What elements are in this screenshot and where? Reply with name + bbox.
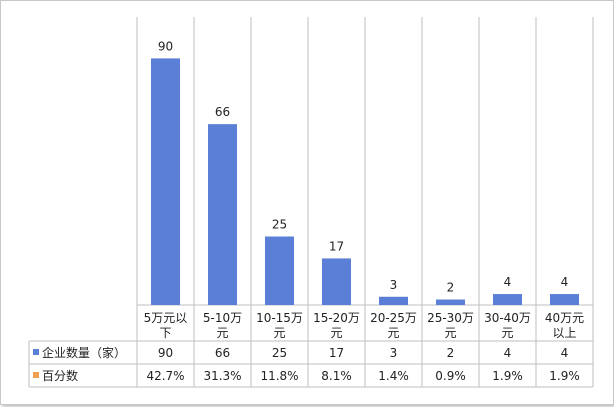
- category-label: 15-20万: [313, 311, 360, 325]
- category-label: 元: [330, 326, 342, 340]
- legend-swatch: [33, 372, 39, 378]
- category-label: 元: [501, 326, 513, 340]
- table-cell: 31.3%: [203, 369, 241, 383]
- table-cell: 1.4%: [378, 369, 409, 383]
- bar: [265, 236, 294, 305]
- category-label: 元: [444, 326, 456, 340]
- category-label: 元: [387, 326, 399, 340]
- bar-data-label: 25: [272, 218, 287, 232]
- bar: [436, 299, 465, 305]
- data-label-group: 90 66 25 17 3 2 4 4: [158, 39, 568, 294]
- category-label: 元: [273, 326, 285, 340]
- bar-data-label: 66: [215, 105, 230, 119]
- legend-swatch: [33, 349, 39, 355]
- table-cell: 4: [504, 346, 512, 360]
- legend-label: 企业数量（家）: [42, 345, 126, 360]
- table-cell: 4: [561, 346, 569, 360]
- table-cell: 11.8%: [260, 369, 298, 383]
- bar: [379, 296, 408, 305]
- bar: [151, 58, 180, 306]
- category-label: 25-30万: [427, 311, 474, 325]
- bar-group: [151, 58, 579, 306]
- table-cell: 42.7%: [146, 369, 184, 383]
- table-cell: 25: [272, 346, 287, 360]
- bar-data-label: 90: [158, 39, 173, 53]
- table-cell: 0.9%: [435, 369, 466, 383]
- category-label: 下: [159, 326, 171, 340]
- bar-data-label: 17: [329, 239, 344, 253]
- category-label: 40万元: [545, 311, 584, 325]
- category-label: 以上: [552, 326, 576, 340]
- bar-data-label: 2: [447, 281, 455, 295]
- table-cell: 17: [329, 346, 344, 360]
- bar-data-label: 4: [561, 275, 569, 289]
- category-label: 元: [216, 326, 228, 340]
- legend-label: 百分数: [42, 368, 78, 383]
- category-label: 5-10万: [203, 311, 242, 325]
- bar: [550, 294, 579, 305]
- table-cell: 3: [390, 346, 398, 360]
- bar-data-label: 4: [504, 275, 512, 289]
- category-label: 10-15万: [256, 311, 303, 325]
- bar: [493, 294, 522, 305]
- data-table: 企业数量（家） 90 66 25 17 3 2 4 4 百分数 42.7% 31.3% 11.8% 8.1…: [33, 345, 580, 383]
- category-label-group: 5万元以下5-10万元10-15万元15-20万元20-25万元25-30万元3…: [144, 311, 584, 340]
- category-label: 20-25万: [370, 311, 417, 325]
- bar: [208, 124, 237, 305]
- bar: [322, 258, 351, 305]
- table-cell: 1.9%: [492, 369, 523, 383]
- table-cell: 8.1%: [321, 369, 352, 383]
- table-cell: 90: [158, 346, 173, 360]
- table-cell: 2: [447, 346, 455, 360]
- category-label: 5万元以: [144, 311, 188, 325]
- table-cell: 66: [215, 346, 230, 360]
- category-label: 30-40万: [484, 311, 531, 325]
- table-cell: 1.9%: [549, 369, 580, 383]
- bar-data-label: 3: [390, 278, 398, 292]
